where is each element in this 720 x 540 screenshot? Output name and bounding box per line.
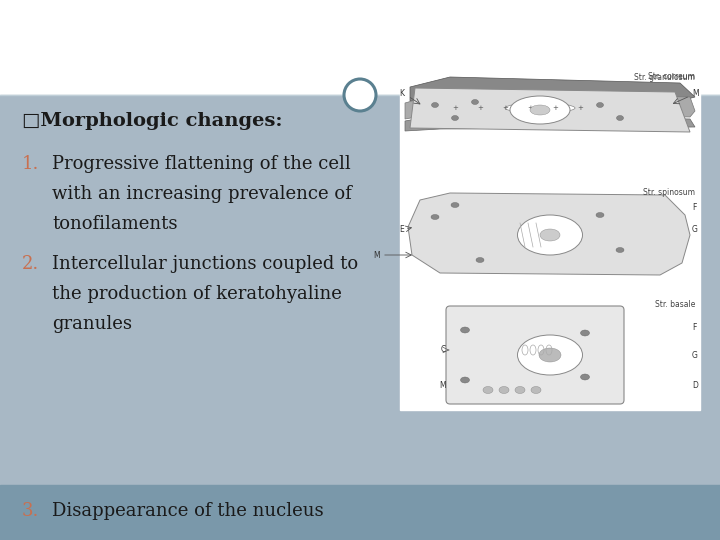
Bar <box>400 60 700 410</box>
Text: granules: granules <box>52 315 132 333</box>
Bar <box>0 95 720 485</box>
Ellipse shape <box>616 116 624 120</box>
Text: +: + <box>527 105 533 111</box>
Ellipse shape <box>476 258 484 262</box>
Text: Str. spinosum: Str. spinosum <box>643 188 695 197</box>
Ellipse shape <box>580 374 590 380</box>
Text: 2.: 2. <box>22 255 40 273</box>
Text: D: D <box>692 381 698 389</box>
Ellipse shape <box>499 387 509 394</box>
Ellipse shape <box>431 103 438 107</box>
Ellipse shape <box>431 214 439 219</box>
Circle shape <box>344 79 376 111</box>
Ellipse shape <box>531 387 541 394</box>
Text: 3.: 3. <box>22 502 40 520</box>
Text: +: + <box>577 105 583 111</box>
Ellipse shape <box>596 103 603 107</box>
Text: C: C <box>441 346 446 354</box>
Ellipse shape <box>518 215 582 255</box>
Text: tonofilaments: tonofilaments <box>52 215 178 233</box>
Ellipse shape <box>530 105 550 115</box>
Ellipse shape <box>451 202 459 207</box>
FancyBboxPatch shape <box>446 306 624 404</box>
Text: Str. basale: Str. basale <box>654 300 695 309</box>
Text: G: G <box>692 350 698 360</box>
Ellipse shape <box>539 348 561 362</box>
Text: +: + <box>552 105 558 111</box>
Bar <box>0 0 720 95</box>
Ellipse shape <box>515 387 525 394</box>
Polygon shape <box>408 193 690 275</box>
Polygon shape <box>410 88 690 132</box>
Text: K: K <box>399 90 404 98</box>
Text: F: F <box>692 322 696 332</box>
Ellipse shape <box>451 116 459 120</box>
Text: the production of keratohyaline: the production of keratohyaline <box>52 285 342 303</box>
Text: G: G <box>692 226 698 234</box>
Text: E: E <box>400 226 404 234</box>
Text: M: M <box>439 381 446 389</box>
Ellipse shape <box>461 327 469 333</box>
Text: +: + <box>502 105 508 111</box>
Ellipse shape <box>472 99 479 105</box>
Polygon shape <box>405 115 695 131</box>
Ellipse shape <box>461 377 469 383</box>
Bar <box>0 485 720 540</box>
Text: Disappearance of the nucleus: Disappearance of the nucleus <box>52 502 323 520</box>
Text: Str. correum: Str. correum <box>648 72 695 81</box>
Ellipse shape <box>616 247 624 253</box>
Ellipse shape <box>596 213 604 218</box>
Text: F: F <box>692 202 696 212</box>
Text: 1.: 1. <box>22 155 40 173</box>
Text: +: + <box>477 105 483 111</box>
Text: Str. granulosum: Str. granulosum <box>634 73 695 82</box>
Text: Progressive flattening of the cell: Progressive flattening of the cell <box>52 155 351 173</box>
Text: M: M <box>374 251 380 260</box>
Text: Intercellular junctions coupled to: Intercellular junctions coupled to <box>52 255 358 273</box>
Ellipse shape <box>518 335 582 375</box>
Polygon shape <box>410 77 695 101</box>
Polygon shape <box>405 93 695 119</box>
Ellipse shape <box>510 96 570 124</box>
Text: □Morphologic changes:: □Morphologic changes: <box>22 112 282 130</box>
Ellipse shape <box>505 103 575 113</box>
Ellipse shape <box>540 229 560 241</box>
Ellipse shape <box>580 330 590 336</box>
Text: M: M <box>692 90 698 98</box>
Text: with an increasing prevalence of: with an increasing prevalence of <box>52 185 352 203</box>
Ellipse shape <box>483 387 493 394</box>
Text: +: + <box>452 105 458 111</box>
